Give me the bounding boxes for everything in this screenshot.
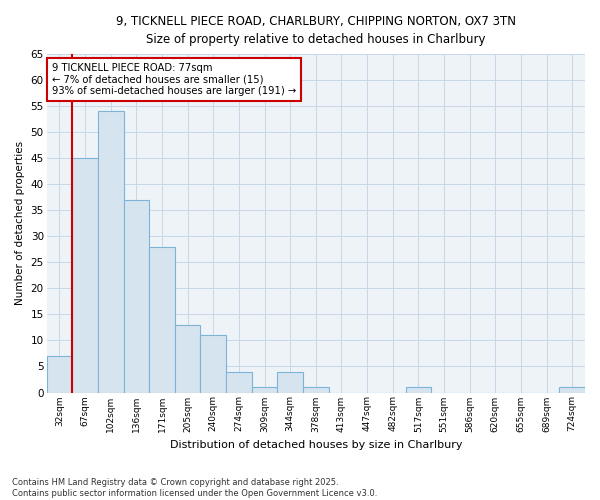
Bar (72, 158, 98, 392)
Bar (124, 200, 149, 392)
Bar (175, 325, 200, 392)
Bar (47, 356, 72, 393)
Bar (200, 335, 226, 392)
Bar (98, 112, 124, 392)
Y-axis label: Number of detached properties: Number of detached properties (15, 141, 25, 306)
Text: 9 TICKNELL PIECE ROAD: 77sqm
← 7% of detached houses are smaller (15)
93% of sem: 9 TICKNELL PIECE ROAD: 77sqm ← 7% of det… (52, 62, 296, 96)
Bar (149, 246, 175, 392)
Bar (226, 372, 251, 392)
Title: 9, TICKNELL PIECE ROAD, CHARLBURY, CHIPPING NORTON, OX7 3TN
Size of property rel: 9, TICKNELL PIECE ROAD, CHARLBURY, CHIPP… (116, 15, 516, 46)
X-axis label: Distribution of detached houses by size in Charlbury: Distribution of detached houses by size … (170, 440, 462, 450)
Bar (559, 388, 585, 392)
Bar (277, 372, 303, 392)
Bar (303, 388, 329, 392)
Bar (251, 388, 277, 392)
Bar (406, 388, 431, 392)
Text: Contains HM Land Registry data © Crown copyright and database right 2025.
Contai: Contains HM Land Registry data © Crown c… (12, 478, 377, 498)
